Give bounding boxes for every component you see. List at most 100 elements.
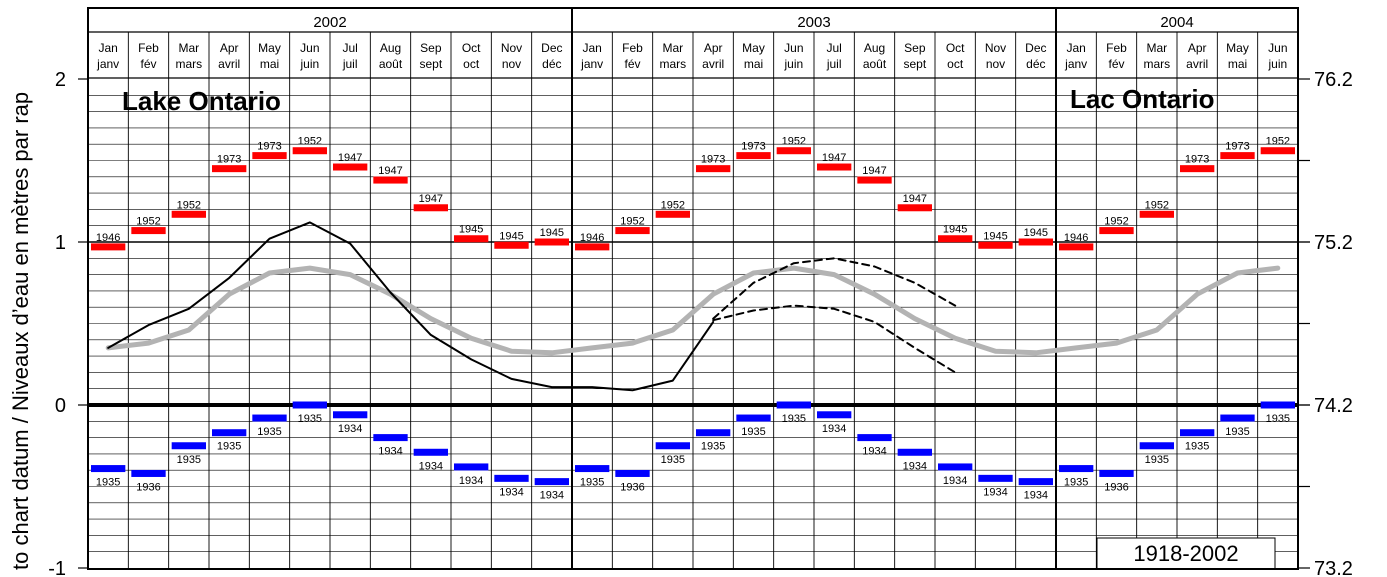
- record-low-bar: [333, 411, 368, 419]
- record-low-year: 1935: [177, 454, 201, 466]
- month-label-en: May: [258, 41, 281, 55]
- month-label-en: May: [742, 41, 765, 55]
- record-high-bar: [212, 165, 247, 173]
- right-tick-label: 73.2: [1314, 558, 1353, 577]
- series-line: [712, 304, 957, 374]
- record-low-year: 1935: [257, 426, 281, 438]
- month-label-fr: juin: [299, 57, 319, 71]
- month-label-en: Oct: [462, 41, 481, 55]
- series-line: [107, 221, 715, 392]
- record-high-bar: [978, 241, 1013, 249]
- record-low-bar: [91, 465, 126, 473]
- record-highs: 1946 1952 1952 1973 1973 1952 1947 1947 1947 1945…: [91, 136, 1295, 251]
- record-low-bar: [454, 463, 489, 471]
- record-high-year: 1945: [943, 224, 967, 236]
- record-low-bar: [413, 448, 448, 456]
- right-axis: 76.2 75.2 74.2 73.2: [1298, 69, 1353, 577]
- record-low-year: 1935: [217, 441, 241, 453]
- month-label-fr: août: [379, 57, 403, 71]
- left-tick-label: -1: [48, 558, 66, 577]
- record-low-bar: [252, 414, 287, 422]
- record-low-bar: [978, 474, 1013, 482]
- month-label-en: Mar: [1146, 41, 1167, 55]
- month-label-fr: fév: [624, 57, 640, 71]
- record-high-bar: [1220, 152, 1255, 160]
- record-high-bar: [1260, 147, 1295, 155]
- month-label-fr: sept: [419, 57, 442, 71]
- record-low-bar: [615, 469, 650, 477]
- record-high-year: 1952: [782, 136, 806, 148]
- month-label-fr: mai: [260, 57, 279, 71]
- month-label-en: Jan: [98, 41, 117, 55]
- record-high-bar: [736, 152, 771, 160]
- record-high-year: 1947: [862, 165, 886, 177]
- record-low-year: 1934: [903, 460, 927, 472]
- month-label-fr: fév: [140, 57, 156, 71]
- left-tick-label: 1: [55, 232, 66, 254]
- record-high-bar: [91, 243, 126, 251]
- record-low-bar: [212, 429, 247, 437]
- record-high-year: 1952: [1104, 216, 1128, 228]
- record-low-bar: [655, 442, 690, 450]
- month-label-fr: août: [863, 57, 887, 71]
- month-label-fr: nov: [986, 57, 1005, 71]
- record-low-year: 1935: [661, 454, 685, 466]
- record-low-year: 1934: [1024, 490, 1048, 502]
- record-low-bar: [1059, 465, 1094, 473]
- record-high-year: 1946: [96, 232, 120, 244]
- left-tick-label: 2: [55, 69, 66, 91]
- record-high-bar: [454, 235, 489, 243]
- month-label-fr: mai: [744, 57, 763, 71]
- month-label-en: Apr: [220, 41, 239, 55]
- record-high-bar: [1099, 227, 1134, 235]
- record-high-year: 1952: [1145, 199, 1169, 211]
- record-low-year: 1934: [862, 446, 886, 458]
- month-label-en: Aug: [864, 41, 885, 55]
- month-label-en: Dec: [1025, 41, 1046, 55]
- month-label-fr: avril: [1186, 57, 1208, 71]
- record-low-year: 1934: [983, 486, 1007, 498]
- record-high-year: 1952: [177, 199, 201, 211]
- record-high-year: 1952: [298, 136, 322, 148]
- record-low-year: 1934: [499, 486, 523, 498]
- record-low-year: 1935: [1064, 477, 1088, 489]
- record-low-year: 1934: [419, 460, 443, 472]
- record-low-year: 1934: [378, 446, 402, 458]
- record-high-year: 1947: [378, 165, 402, 177]
- record-low-bar: [373, 434, 408, 442]
- record-high-year: 1947: [338, 152, 362, 164]
- record-high-bar: [1180, 165, 1215, 173]
- record-high-bar: [131, 227, 166, 235]
- right-tick-label: 74.2: [1314, 395, 1353, 417]
- record-low-bar: [494, 474, 529, 482]
- record-low-year: 1935: [782, 413, 806, 425]
- record-high-year: 1952: [661, 199, 685, 211]
- record-high-year: 1945: [459, 224, 483, 236]
- month-label-en: Oct: [946, 41, 965, 55]
- record-low-bar: [292, 401, 327, 409]
- record-low-bar: [1260, 401, 1295, 409]
- record-low-bar: [776, 401, 811, 409]
- record-low-bar: [736, 414, 771, 422]
- record-high-year: 1945: [1024, 227, 1048, 239]
- record-high-bar: [1018, 238, 1053, 246]
- record-low-bar: [938, 463, 973, 471]
- record-high-year: 1973: [217, 154, 241, 166]
- record-low-bar: [171, 442, 206, 450]
- year-label: 2004: [1160, 14, 1193, 31]
- record-high-year: 1973: [257, 141, 281, 153]
- month-label-fr: janv: [1064, 57, 1087, 71]
- month-label-fr: avril: [218, 57, 240, 71]
- month-label-en: Feb: [138, 41, 159, 55]
- record-low-year: 1935: [1185, 441, 1209, 453]
- record-low-year: 1936: [1104, 481, 1128, 493]
- month-label-en: Jul: [342, 41, 357, 55]
- calendar-header: 2002 Jan janv Feb fév Mar mars Apr avril May mai Ju…: [96, 14, 1287, 71]
- record-high-bar: [897, 204, 932, 212]
- left-tick-label: 0: [55, 395, 66, 417]
- record-high-bar: [333, 163, 368, 171]
- record-low-bar: [857, 434, 892, 442]
- record-low-year: 1934: [459, 475, 483, 487]
- month-label-en: Sep: [904, 41, 926, 55]
- record-high-year: 1947: [419, 193, 443, 205]
